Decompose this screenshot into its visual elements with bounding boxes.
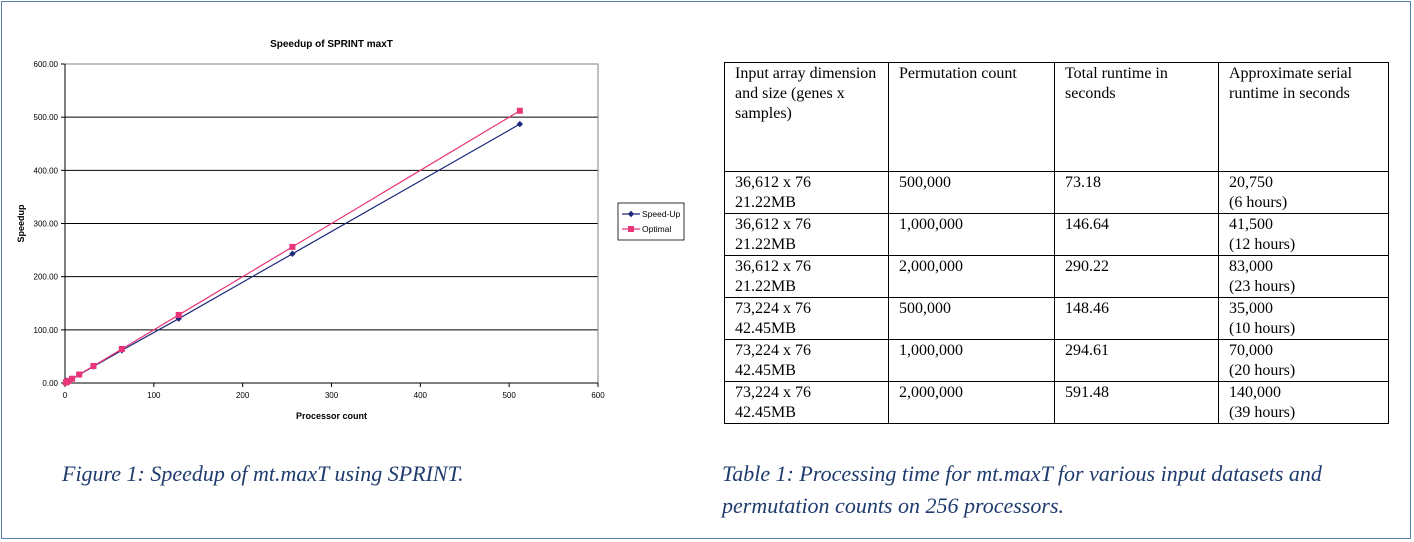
dimension-cell: 73,224 x 76 42.45MB <box>724 381 889 424</box>
serial-runtime-cell: 140,000 (39 hours) <box>1218 381 1389 424</box>
data-point <box>69 375 76 382</box>
column-header: Permutation count <box>888 62 1055 172</box>
permutation-cell: 1,000,000 <box>888 339 1055 382</box>
serial-runtime-cell: 35,000 (10 hours) <box>1218 297 1389 340</box>
array-dimension: 36,612 x 76 <box>735 258 811 275</box>
legend-label: Speed-Up <box>642 209 681 219</box>
data-point <box>516 107 523 114</box>
serial-seconds: 83,000 <box>1229 258 1273 275</box>
serial-hours: (23 hours) <box>1229 278 1296 295</box>
data-point <box>65 377 72 384</box>
permutation-cell: 500,000 <box>888 171 1055 214</box>
array-dimension: 73,224 x 76 <box>735 384 811 401</box>
data-point <box>90 362 97 369</box>
table-row: 73,224 x 76 42.45MB 1,000,000 294.61 70,000 (… <box>724 339 1389 382</box>
serial-hours: (20 hours) <box>1229 362 1296 379</box>
permutation-cell: 2,000,000 <box>888 381 1055 424</box>
table-row: 73,224 x 76 42.45MB 2,000,000 591.48 140,000… <box>724 381 1389 424</box>
column-header: Input array dimension and size (genes x … <box>724 62 889 172</box>
dimension-cell: 73,224 x 76 42.45MB <box>724 297 889 340</box>
y-tick-label: 500.00 <box>34 113 59 122</box>
data-point <box>516 120 524 128</box>
serial-seconds: 35,000 <box>1229 300 1273 317</box>
serial-hours: (10 hours) <box>1229 320 1296 337</box>
serial-seconds: 70,000 <box>1229 342 1273 359</box>
runtime-cell: 146.64 <box>1054 213 1219 256</box>
table-row: 73,224 x 76 42.45MB 500,000 148.46 35,000 (10… <box>724 297 1389 340</box>
array-size: 21.22MB <box>735 236 796 253</box>
x-tick-label: 600 <box>591 391 605 400</box>
y-tick-label: 100.00 <box>34 326 59 335</box>
legend-marker <box>628 226 634 232</box>
array-size: 42.45MB <box>735 362 796 379</box>
array-size: 42.45MB <box>735 404 796 421</box>
table-row: 36,612 x 76 21.22MB 500,000 73.18 20,750 (6 h… <box>724 171 1389 214</box>
data-point <box>175 315 182 322</box>
dimension-cell: 36,612 x 76 21.22MB <box>724 255 889 298</box>
x-tick-label: 400 <box>414 391 428 400</box>
data-point <box>289 243 296 250</box>
dimension-cell: 36,612 x 76 21.22MB <box>724 171 889 214</box>
data-point <box>289 250 296 258</box>
runtime-cell: 73.18 <box>1054 171 1219 214</box>
x-axis-label: Processor count <box>296 411 367 421</box>
serial-seconds: 20,750 <box>1229 174 1273 191</box>
serial-hours: (39 hours) <box>1229 404 1296 421</box>
x-tick-label: 200 <box>236 391 250 400</box>
runtime-table: Input array dimension and size (genes x … <box>724 62 1389 424</box>
y-tick-label: 300.00 <box>34 220 59 229</box>
legend-box <box>617 202 685 241</box>
table-caption: Table 1: Processing time for mt.maxT for… <box>722 461 1322 518</box>
y-tick-label: 0.00 <box>42 379 58 388</box>
array-size: 42.45MB <box>735 320 796 337</box>
runtime-cell: 294.61 <box>1054 339 1219 382</box>
speedup-chart: Speedup of SPRINT maxT 0.00 100.00 200.00 30… <box>16 39 685 421</box>
column-header: Total runtime in seconds <box>1054 62 1219 172</box>
table-row: 36,612 x 76 21.22MB 2,000,000 290.22 83,000 (… <box>724 255 1389 298</box>
legend-marker <box>627 210 635 218</box>
data-point <box>118 345 125 352</box>
legend-label: Optimal <box>642 224 671 234</box>
data-point <box>175 311 182 318</box>
x-tick-label: 100 <box>147 391 161 400</box>
serial-runtime-cell: 41,500 (12 hours) <box>1218 213 1389 256</box>
serial-runtime-cell: 70,000 (20 hours) <box>1218 339 1389 382</box>
runtime-cell: 290.22 <box>1054 255 1219 298</box>
runtime-cell: 148.46 <box>1054 297 1219 340</box>
figure-caption: Figure 1: Speedup of mt.maxT using SPRIN… <box>62 461 464 486</box>
array-dimension: 73,224 x 76 <box>735 342 811 359</box>
y-axis-label: Speedup <box>16 204 26 243</box>
x-tick-label: 300 <box>325 391 339 400</box>
array-dimension: 36,612 x 76 <box>735 174 811 191</box>
array-dimension: 36,612 x 76 <box>735 216 811 233</box>
serial-runtime-cell: 83,000 (23 hours) <box>1218 255 1389 298</box>
dimension-cell: 73,224 x 76 42.45MB <box>724 339 889 382</box>
dimension-cell: 36,612 x 76 21.22MB <box>724 213 889 256</box>
serial-hours: (12 hours) <box>1229 236 1296 253</box>
runtime-cell: 591.48 <box>1054 381 1219 424</box>
column-header: Approximate serial runtime in seconds <box>1218 62 1389 172</box>
permutation-cell: 1,000,000 <box>888 213 1055 256</box>
y-tick-label: 200.00 <box>34 273 59 282</box>
table-header-row: Input array dimension and size (genes x … <box>724 62 1389 172</box>
serial-runtime-cell: 20,750 (6 hours) <box>1218 171 1389 214</box>
serial-hours: (6 hours) <box>1229 194 1288 211</box>
x-tick-label: 0 <box>63 391 68 400</box>
serial-seconds: 140,000 <box>1229 384 1281 401</box>
chart-title: Speedup of SPRINT maxT <box>270 39 393 50</box>
data-point <box>76 371 83 378</box>
array-size: 21.22MB <box>735 278 796 295</box>
y-tick-label: 400.00 <box>34 166 59 175</box>
array-dimension: 73,224 x 76 <box>735 300 811 317</box>
x-tick-label: 500 <box>502 391 516 400</box>
serial-seconds: 41,500 <box>1229 216 1273 233</box>
permutation-cell: 500,000 <box>888 297 1055 340</box>
table-row: 36,612 x 76 21.22MB 1,000,000 146.64 41,500 (… <box>724 213 1389 256</box>
y-tick-label: 600.00 <box>34 60 59 69</box>
permutation-cell: 2,000,000 <box>888 255 1055 298</box>
array-size: 21.22MB <box>735 194 796 211</box>
